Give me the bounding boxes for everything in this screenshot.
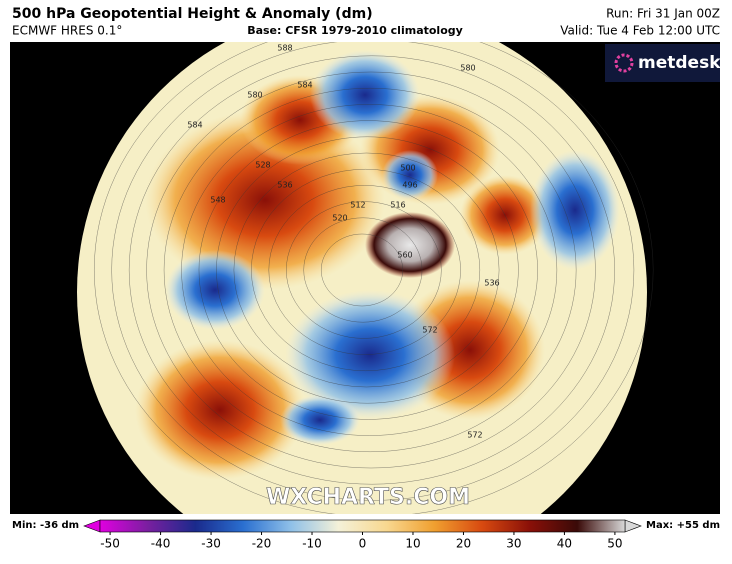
title: 500 hPa Geopotential Height & Anomaly (d… bbox=[12, 6, 373, 22]
valid: Valid: Tue 4 Feb 12:00 UTC bbox=[560, 24, 720, 38]
contour-label: 516 bbox=[390, 201, 405, 210]
contour bbox=[286, 201, 442, 339]
colorbar-tick-label: 0 bbox=[359, 537, 367, 551]
anomaly-area bbox=[165, 250, 265, 330]
contour-label: 560 bbox=[397, 251, 412, 260]
anomaly-area bbox=[280, 395, 360, 445]
run: Run: Fri 31 Jan 00Z bbox=[606, 7, 720, 21]
colorbar-tick-label: -20 bbox=[252, 537, 272, 551]
anomaly-area bbox=[285, 290, 455, 420]
contour-label: 584 bbox=[187, 121, 202, 130]
contour-label: 536 bbox=[277, 181, 292, 190]
colorbar-tick-label: -10 bbox=[302, 537, 322, 551]
watermark: WXCHARTS.COM bbox=[266, 485, 470, 510]
max-label: Max: +55 dm bbox=[646, 520, 720, 531]
contour bbox=[181, 104, 558, 436]
contour-label: 496 bbox=[402, 181, 417, 190]
anomaly-area bbox=[135, 340, 305, 480]
anomaly-area bbox=[310, 50, 420, 140]
contour bbox=[303, 217, 423, 323]
colorbar bbox=[99, 519, 626, 533]
contour-label: 572 bbox=[422, 326, 437, 335]
contour bbox=[268, 185, 461, 355]
anomaly-area bbox=[382, 150, 438, 200]
contour-label: 580 bbox=[460, 64, 475, 73]
contour bbox=[320, 233, 404, 307]
contour bbox=[198, 120, 538, 420]
contour bbox=[163, 87, 577, 453]
contour-label: 528 bbox=[255, 161, 270, 170]
colorbar-tick-label: 50 bbox=[607, 537, 622, 551]
contour-label: 548 bbox=[210, 196, 225, 205]
colorbar-tick-label: -40 bbox=[151, 537, 171, 551]
anomaly-area bbox=[365, 212, 455, 278]
min-label: Min: -36 dm bbox=[12, 520, 79, 531]
logo: metdesk bbox=[638, 53, 721, 73]
contour-label: 584 bbox=[297, 81, 312, 90]
anomaly-area bbox=[530, 150, 620, 270]
contour bbox=[128, 55, 615, 485]
colorbar-tick-label: 40 bbox=[557, 537, 572, 551]
logo-icon bbox=[614, 53, 634, 73]
contour-label: 588 bbox=[277, 44, 292, 53]
colorbar-tick-label: -50 bbox=[100, 537, 120, 551]
contour-label: 580 bbox=[247, 91, 262, 100]
colorbar-tick-label: 20 bbox=[456, 537, 471, 551]
contour bbox=[251, 168, 481, 372]
contour bbox=[216, 136, 519, 404]
contour bbox=[94, 42, 654, 514]
base: Base: CFSR 1979-2010 climatology bbox=[247, 24, 463, 37]
logo-box bbox=[605, 44, 720, 82]
contour-label: 500 bbox=[400, 164, 415, 173]
colorbar-min-arrow bbox=[83, 519, 101, 533]
colorbar-tick-label: 10 bbox=[405, 537, 420, 551]
contour-label: 536 bbox=[484, 279, 499, 288]
colorbar-tick-label: 30 bbox=[506, 537, 521, 551]
contour bbox=[146, 71, 596, 469]
contour bbox=[111, 42, 635, 501]
contour-label: 512 bbox=[350, 201, 365, 210]
contour bbox=[233, 152, 500, 388]
contour-label: 572 bbox=[467, 431, 482, 440]
colorbar-tick-label: -30 bbox=[201, 537, 221, 551]
contour-label: 520 bbox=[332, 214, 347, 223]
model: ECMWF HRES 0.1° bbox=[12, 24, 122, 38]
colorbar-max-arrow bbox=[624, 519, 642, 533]
